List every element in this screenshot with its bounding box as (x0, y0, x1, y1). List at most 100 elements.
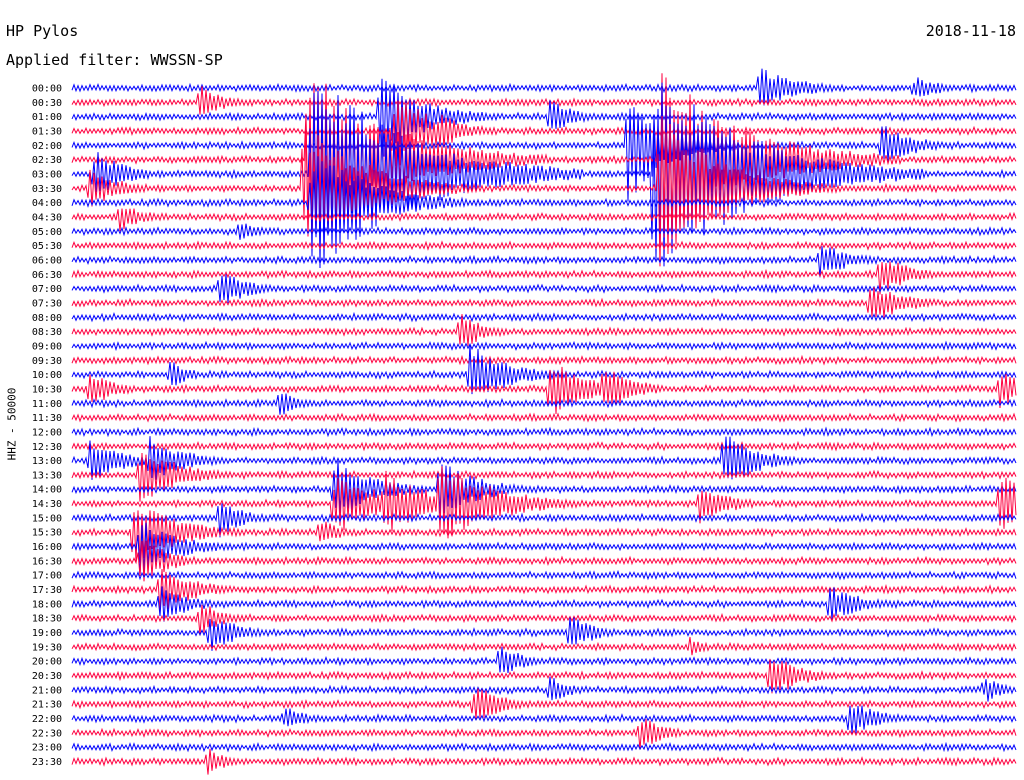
trace-1000 (71, 344, 1017, 395)
trace-1230 (71, 440, 1017, 452)
trace-label: 18:30 (32, 614, 62, 625)
station-title: HP Pylos (6, 22, 79, 40)
trace-label: 21:30 (32, 700, 62, 711)
trace-1500 (71, 503, 1017, 538)
traces-layer (71, 68, 1017, 775)
trace-1600 (71, 522, 1017, 576)
trace-label: 22:00 (32, 714, 62, 725)
trace-label: 23:00 (32, 743, 62, 754)
trace-1800 (71, 586, 1017, 622)
labels-layer: 00:00 00:30 01:00 01:30 02:00 02:30 03:00 03:30… (32, 84, 62, 769)
trace-label: 04:30 (32, 212, 62, 223)
trace-label: 16:00 (32, 542, 62, 553)
trace-0400 (71, 156, 1017, 245)
trace-label: 02:00 (32, 141, 62, 152)
trace-1700 (71, 569, 1017, 581)
trace-1330 (71, 452, 1017, 502)
trace-label: 19:00 (32, 628, 62, 639)
trace-label: 12:30 (32, 442, 62, 453)
trace-label: 06:00 (32, 255, 62, 266)
trace-label: 17:30 (32, 585, 62, 596)
trace-label: 07:00 (32, 284, 62, 295)
trace-label: 18:00 (32, 599, 62, 610)
trace-label: 02:30 (32, 155, 62, 166)
trace-2030 (71, 659, 1017, 694)
trace-0130 (71, 100, 1017, 167)
trace-label: 08:30 (32, 327, 62, 338)
trace-label: 16:30 (32, 556, 62, 567)
trace-1200 (71, 426, 1017, 438)
trace-label: 07:30 (32, 298, 62, 309)
trace-label: 14:30 (32, 499, 62, 510)
trace-1430 (71, 466, 1017, 539)
trace-1900 (71, 617, 1017, 651)
trace-label: 12:00 (32, 427, 62, 438)
trace-label: 06:30 (32, 270, 62, 281)
trace-label: 21:00 (32, 685, 62, 696)
trace-label: 11:00 (32, 399, 62, 410)
trace-label: 19:30 (32, 642, 62, 653)
trace-0730 (71, 286, 1017, 318)
trace-0030 (71, 86, 1017, 115)
trace-label: 14:00 (32, 485, 62, 496)
trace-1030 (71, 366, 1017, 415)
trace-label: 15:30 (32, 528, 62, 539)
trace-label: 20:30 (32, 671, 62, 682)
trace-0300 (71, 82, 1017, 269)
trace-1400 (71, 460, 1017, 514)
trace-0900 (71, 340, 1017, 352)
trace-label: 23:30 (32, 757, 62, 768)
trace-1730 (71, 568, 1017, 612)
trace-2230 (71, 719, 1017, 750)
trace-label: 17:00 (32, 571, 62, 582)
trace-label: 03:30 (32, 184, 62, 195)
trace-label: 15:00 (32, 513, 62, 524)
trace-label: 05:30 (32, 241, 62, 252)
trace-label: 04:00 (32, 198, 62, 209)
trace-2000 (71, 646, 1017, 673)
trace-0200 (71, 107, 1017, 202)
trace-label: 09:30 (32, 356, 62, 367)
trace-0630 (71, 261, 1017, 295)
trace-1630 (71, 540, 1017, 582)
trace-0600 (71, 246, 1017, 278)
trace-0230 (71, 73, 1017, 238)
trace-1100 (71, 393, 1017, 415)
trace-0830 (71, 314, 1017, 346)
trace-0700 (71, 274, 1017, 304)
trace-label: 10:00 (32, 370, 62, 381)
trace-2330 (71, 748, 1017, 775)
trace-label: 11:30 (32, 413, 62, 424)
trace-0500 (71, 223, 1017, 240)
trace-1530 (71, 510, 1017, 563)
trace-2300 (71, 741, 1017, 753)
trace-label: 01:30 (32, 126, 62, 137)
trace-label: 08:00 (32, 313, 62, 324)
trace-label: 05:00 (32, 227, 62, 238)
trace-1830 (71, 604, 1017, 636)
trace-label: 00:00 (32, 84, 62, 95)
filter-label: Applied filter: WWSSN-SP (6, 51, 223, 69)
trace-0530 (71, 240, 1017, 251)
trace-2200 (71, 705, 1017, 734)
trace-1130 (71, 412, 1017, 423)
trace-0930 (71, 354, 1017, 366)
trace-label: 03:00 (32, 169, 62, 180)
trace-label: 00:30 (32, 98, 62, 109)
trace-0430 (71, 208, 1017, 232)
trace-label: 10:30 (32, 384, 62, 395)
trace-0800 (71, 311, 1017, 323)
trace-1300 (71, 436, 1017, 480)
trace-1930 (71, 636, 1017, 656)
trace-0100 (71, 78, 1017, 157)
trace-2130 (71, 688, 1017, 719)
trace-0000 (71, 68, 1017, 106)
date-label: 2018-11-18 (925, 22, 1016, 40)
trace-0330 (71, 115, 1017, 267)
trace-label: 13:00 (32, 456, 62, 467)
trace-label: 09:00 (32, 341, 62, 352)
trace-label: 01:00 (32, 112, 62, 123)
trace-2100 (71, 676, 1017, 702)
trace-label: 13:30 (32, 470, 62, 481)
